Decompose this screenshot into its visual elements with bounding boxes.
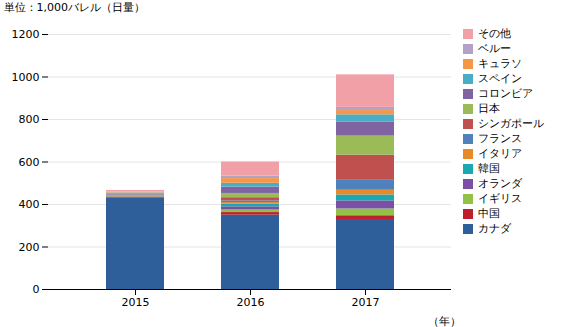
svg-text:400: 400 bbox=[19, 198, 40, 211]
svg-text:1200: 1200 bbox=[12, 28, 40, 41]
svg-text:2015: 2015 bbox=[122, 296, 150, 309]
svg-text:1000: 1000 bbox=[12, 71, 40, 84]
html-text:カナダ: カナダ bbox=[478, 222, 511, 235]
svg-text:800: 800 bbox=[19, 113, 40, 126]
html-text:ベルー: ベルー bbox=[478, 42, 511, 55]
html-text:日本: 日本 bbox=[478, 102, 500, 115]
svg-text:（年）: （年） bbox=[428, 315, 461, 327]
svg-text:600: 600 bbox=[19, 156, 40, 169]
html-text:オランダ: オランダ bbox=[478, 177, 522, 190]
html-text:韓国: 韓国 bbox=[478, 162, 500, 175]
svg-text:0: 0 bbox=[33, 283, 40, 296]
html-text:キュラソ: キュラソ bbox=[478, 57, 522, 70]
html-text:イタリア: イタリア bbox=[478, 147, 522, 160]
svg-text:2017: 2017 bbox=[352, 296, 380, 309]
html-text:フランス: フランス bbox=[478, 132, 522, 145]
svg-text:単位：1,000バレル（日量）: 単位：1,000バレル（日量） bbox=[4, 1, 146, 14]
html-text:その他: その他 bbox=[478, 27, 511, 40]
svg-text:200: 200 bbox=[19, 241, 40, 254]
html-text:コロンビア: コロンビア bbox=[478, 87, 533, 100]
html-text:イギリス: イギリス bbox=[478, 192, 522, 205]
html-text:中国: 中国 bbox=[478, 207, 500, 220]
svg-text:2016: 2016 bbox=[237, 296, 265, 309]
html-text:シンガポール: シンガポール bbox=[478, 117, 544, 130]
html-text:スペイン: スペイン bbox=[478, 72, 522, 85]
